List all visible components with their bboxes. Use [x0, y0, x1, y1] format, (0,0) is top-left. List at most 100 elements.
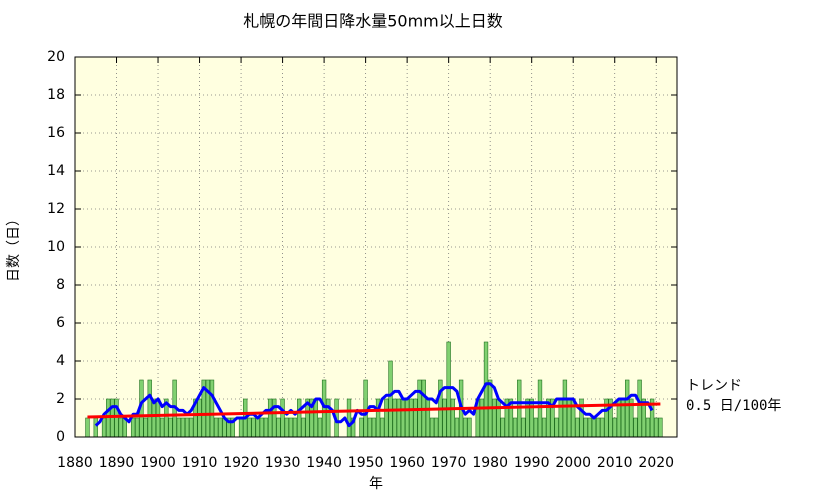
bar [255, 417, 260, 438]
bar [346, 398, 352, 438]
bar [238, 417, 244, 438]
y-tick-label: 10 [47, 239, 65, 255]
bar [135, 417, 140, 438]
bar [392, 398, 397, 438]
bar [492, 398, 497, 438]
bar [454, 417, 460, 438]
line [94, 382, 654, 428]
bar [147, 379, 152, 438]
bar [101, 417, 107, 438]
x-axis-label: 年 [369, 476, 383, 492]
x-tick-label: 1980 [472, 455, 508, 471]
bar [218, 417, 223, 438]
bar [529, 398, 534, 438]
bar [396, 398, 402, 438]
bar [600, 417, 605, 438]
bar [425, 398, 431, 438]
y-tick-label: 12 [47, 201, 65, 217]
trend-label: トレンド [686, 378, 742, 394]
bar [429, 417, 435, 438]
bar [587, 417, 592, 438]
bar [317, 417, 323, 438]
bar [583, 417, 588, 438]
bar [625, 379, 630, 438]
bar [575, 417, 580, 438]
bar [384, 398, 389, 438]
bar [500, 417, 505, 438]
bar [380, 417, 385, 438]
bar [189, 417, 194, 438]
bar [247, 417, 252, 438]
bar [654, 417, 659, 438]
bar [130, 417, 136, 438]
bar [313, 398, 318, 438]
bar [118, 417, 123, 438]
x-tick-label: 1880 [57, 455, 93, 471]
bar [404, 398, 410, 438]
bar [434, 417, 439, 438]
y-tick-label: 0 [56, 429, 65, 445]
bar [537, 379, 543, 438]
trend-rate: 0.5 日/100年 [686, 398, 781, 414]
bar [251, 417, 256, 438]
bar [272, 398, 277, 438]
bar [463, 417, 468, 438]
line [87, 402, 661, 419]
bar [267, 398, 273, 438]
bar [85, 417, 90, 438]
bar [168, 417, 173, 438]
x-tick-label: 1950 [348, 455, 384, 471]
bar [591, 417, 597, 438]
bar [467, 417, 472, 438]
plot-frame [74, 56, 678, 438]
bar [371, 417, 377, 438]
bar [483, 341, 489, 438]
y-axis-label: 日数（日） [6, 212, 22, 282]
bar [292, 417, 298, 438]
bar [209, 379, 215, 438]
bar [143, 417, 148, 438]
bar [197, 398, 202, 438]
bar [612, 417, 617, 438]
bar [263, 417, 269, 438]
bar [450, 398, 455, 438]
bar [176, 417, 181, 438]
y-tick-label: 16 [47, 125, 65, 141]
x-tick-label: 2020 [638, 455, 674, 471]
y-tick-label: 2 [56, 391, 65, 407]
chart-title: 札幌の年間日降水量50mm以上日数 [243, 12, 503, 31]
bar [93, 417, 98, 438]
x-tick-label: 1900 [140, 455, 176, 471]
x-tick-label: 1990 [514, 455, 550, 471]
bar [284, 417, 289, 438]
bar [658, 417, 663, 438]
y-tick-label: 14 [47, 163, 65, 179]
bar [321, 379, 327, 438]
x-tick-label: 1970 [431, 455, 467, 471]
x-tick-label: 1960 [389, 455, 425, 471]
bar [479, 398, 485, 438]
bar [359, 417, 364, 438]
bar [442, 398, 447, 438]
bar [446, 341, 451, 438]
bar [363, 379, 368, 438]
bar [633, 417, 638, 438]
y-tick-label: 8 [56, 277, 65, 293]
x-tick-label: 1910 [182, 455, 218, 471]
x-tick-label: 1940 [306, 455, 342, 471]
bar [184, 417, 190, 438]
bar [301, 417, 306, 438]
bar [512, 417, 518, 438]
y-tick-label: 4 [56, 353, 65, 369]
bar [525, 398, 530, 438]
bar [645, 417, 651, 438]
bar [637, 379, 642, 438]
y-tick-label: 18 [47, 87, 65, 103]
bar [326, 398, 331, 438]
bar [180, 417, 186, 438]
bar [521, 417, 526, 438]
bar [413, 398, 418, 438]
x-tick-label: 2000 [555, 455, 591, 471]
y-tick-label: 20 [47, 49, 65, 65]
